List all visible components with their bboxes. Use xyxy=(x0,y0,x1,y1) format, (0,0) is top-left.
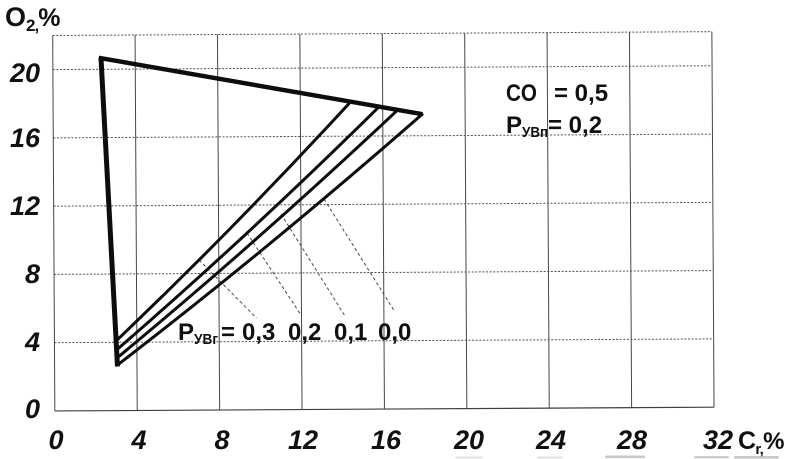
svg-text:32: 32 xyxy=(703,425,733,455)
svg-text:28: 28 xyxy=(616,425,647,455)
svg-text:16: 16 xyxy=(10,123,41,153)
svg-text:8: 8 xyxy=(25,259,40,289)
svg-text:O2,%: O2,% xyxy=(5,2,60,35)
svg-text:0: 0 xyxy=(25,394,40,424)
svg-text:PУВг=0,30,20,10,0: PУВг = 0,3 0,2 0,1 0,0 xyxy=(178,319,411,348)
svg-text:CO= 0,5: CO = 0,5 xyxy=(506,80,608,107)
svg-text:16: 16 xyxy=(371,425,402,455)
svg-text:8: 8 xyxy=(214,425,229,455)
svg-text:4: 4 xyxy=(24,327,40,357)
svg-text:4: 4 xyxy=(130,425,146,455)
svg-text:Cr,%: Cr,% xyxy=(738,427,784,458)
svg-text:20: 20 xyxy=(9,58,40,88)
svg-text:0: 0 xyxy=(48,425,63,455)
svg-text:12: 12 xyxy=(10,191,40,221)
svg-text:20: 20 xyxy=(453,425,484,455)
svg-text:12: 12 xyxy=(288,425,318,455)
svg-text:24: 24 xyxy=(535,425,566,455)
svg-text:PУВп= 0,2: PУВп= 0,2 xyxy=(506,112,602,141)
